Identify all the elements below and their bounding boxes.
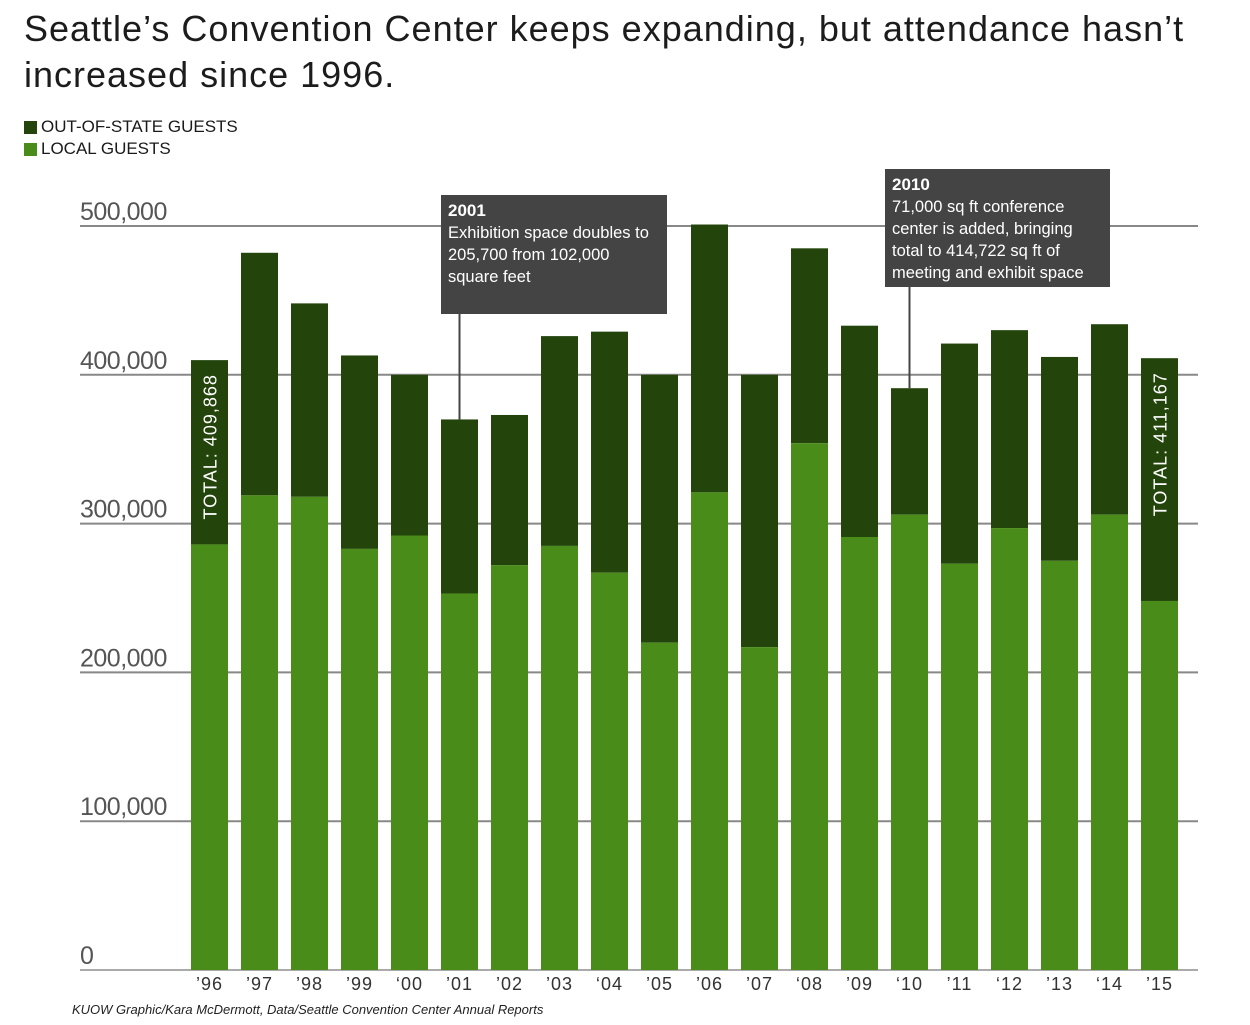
x-tick-label: ’99 bbox=[346, 974, 373, 994]
bar-local bbox=[1041, 560, 1078, 970]
x-tick-label: ’07 bbox=[746, 974, 773, 994]
bar-local bbox=[491, 565, 528, 970]
annotation-year: 2010 bbox=[892, 175, 930, 194]
legend-item-local: LOCAL GUESTS bbox=[24, 138, 238, 160]
legend-swatch-local bbox=[24, 142, 37, 156]
annotation-text: total to 414,722 sq ft of bbox=[892, 242, 1060, 260]
legend-label-local: LOCAL GUESTS bbox=[41, 139, 171, 158]
y-tick-label: 200,000 bbox=[80, 644, 167, 672]
total-label: TOTAL: 411,167 bbox=[1151, 372, 1171, 516]
bar-local bbox=[241, 495, 278, 970]
x-tick-label: ‘04 bbox=[596, 974, 623, 994]
x-tick-label: ’03 bbox=[546, 974, 573, 994]
chart-title: Seattle’s Convention Center keeps expand… bbox=[24, 8, 1185, 95]
x-tick-label: ‘10 bbox=[896, 974, 923, 994]
bar-out-of-state bbox=[941, 343, 978, 564]
bar-local bbox=[741, 647, 778, 970]
bar-out-of-state bbox=[591, 331, 628, 573]
bar-out-of-state bbox=[391, 374, 428, 536]
x-tick-label: ‘08 bbox=[796, 974, 823, 994]
annotation-text: square feet bbox=[448, 268, 531, 286]
bar-local bbox=[641, 642, 678, 970]
bar-out-of-state bbox=[991, 330, 1028, 529]
bar-local bbox=[391, 535, 428, 970]
bar-local bbox=[441, 593, 478, 970]
bar-out-of-state bbox=[1141, 358, 1178, 601]
bar-local bbox=[941, 563, 978, 970]
bar-out-of-state bbox=[441, 419, 478, 594]
bar-local bbox=[1091, 514, 1128, 970]
bar-local bbox=[791, 443, 828, 970]
x-tick-label: ’96 bbox=[196, 974, 223, 994]
annotation-text: Exhibition space doubles to bbox=[448, 224, 649, 242]
x-tick-label: ‘14 bbox=[1096, 974, 1123, 994]
bar-out-of-state bbox=[891, 388, 928, 515]
y-tick-label: 100,000 bbox=[80, 793, 167, 821]
x-tick-label: ’98 bbox=[296, 974, 323, 994]
y-tick-label: 300,000 bbox=[80, 496, 167, 524]
x-tick-label: ’06 bbox=[696, 974, 723, 994]
bar-local bbox=[591, 572, 628, 970]
annotation-year: 2001 bbox=[448, 201, 486, 220]
bar-local bbox=[191, 544, 228, 970]
bar-local bbox=[991, 528, 1028, 970]
annotation-box bbox=[441, 195, 667, 314]
bar-local bbox=[1141, 600, 1178, 970]
x-tick-label: ’01 bbox=[446, 974, 473, 994]
x-tick-label: ‘12 bbox=[996, 974, 1023, 994]
bar-out-of-state bbox=[541, 336, 578, 546]
bar-local bbox=[891, 514, 928, 970]
bar-local bbox=[541, 545, 578, 970]
x-tick-label: ’97 bbox=[246, 974, 273, 994]
bar-out-of-state bbox=[841, 325, 878, 537]
y-tick-label: 500,000 bbox=[80, 198, 167, 226]
bar-out-of-state bbox=[291, 303, 328, 497]
total-label: TOTAL: 409,868 bbox=[201, 374, 221, 519]
annotation-text: meeting and exhibit space bbox=[892, 264, 1084, 282]
legend-swatch-out-of-state bbox=[24, 120, 37, 134]
x-tick-label: ’02 bbox=[496, 974, 523, 994]
bar-out-of-state bbox=[691, 224, 728, 493]
bar-out-of-state bbox=[191, 360, 228, 545]
bar-out-of-state bbox=[741, 374, 778, 648]
legend-label-out-of-state: OUT-OF-STATE GUESTS bbox=[41, 117, 238, 136]
x-tick-label: ’11 bbox=[947, 974, 973, 994]
bar-local bbox=[341, 548, 378, 970]
bar-out-of-state bbox=[1041, 356, 1078, 561]
bar-out-of-state bbox=[1091, 324, 1128, 515]
x-tick-label: ‘00 bbox=[396, 974, 423, 994]
bar-out-of-state bbox=[791, 248, 828, 444]
bar-out-of-state bbox=[491, 414, 528, 566]
y-tick-label: 0 bbox=[80, 942, 93, 970]
x-tick-label: ’13 bbox=[1046, 974, 1073, 994]
legend: OUT-OF-STATE GUESTS LOCAL GUESTS bbox=[24, 116, 238, 160]
annotation-text: 205,700 from 102,000 bbox=[448, 246, 609, 264]
annotation-text: center is added, bringing bbox=[892, 220, 1073, 238]
bar-local bbox=[691, 492, 728, 970]
x-tick-label: ’09 bbox=[846, 974, 873, 994]
x-tick-label: ’05 bbox=[646, 974, 673, 994]
bar-out-of-state bbox=[341, 355, 378, 549]
annotation-text: 71,000 sq ft conference bbox=[892, 198, 1064, 216]
x-tick-label: ’15 bbox=[1146, 974, 1173, 994]
bar-out-of-state bbox=[641, 374, 678, 643]
annotation-box bbox=[885, 169, 1110, 287]
bar-local bbox=[291, 496, 328, 970]
y-tick-label: 400,000 bbox=[80, 347, 167, 375]
source-credit: KUOW Graphic/Kara McDermott, Data/Seattl… bbox=[72, 1002, 544, 1017]
bar-local bbox=[841, 536, 878, 970]
legend-item-out-of-state: OUT-OF-STATE GUESTS bbox=[24, 116, 238, 138]
bar-out-of-state bbox=[241, 252, 278, 496]
